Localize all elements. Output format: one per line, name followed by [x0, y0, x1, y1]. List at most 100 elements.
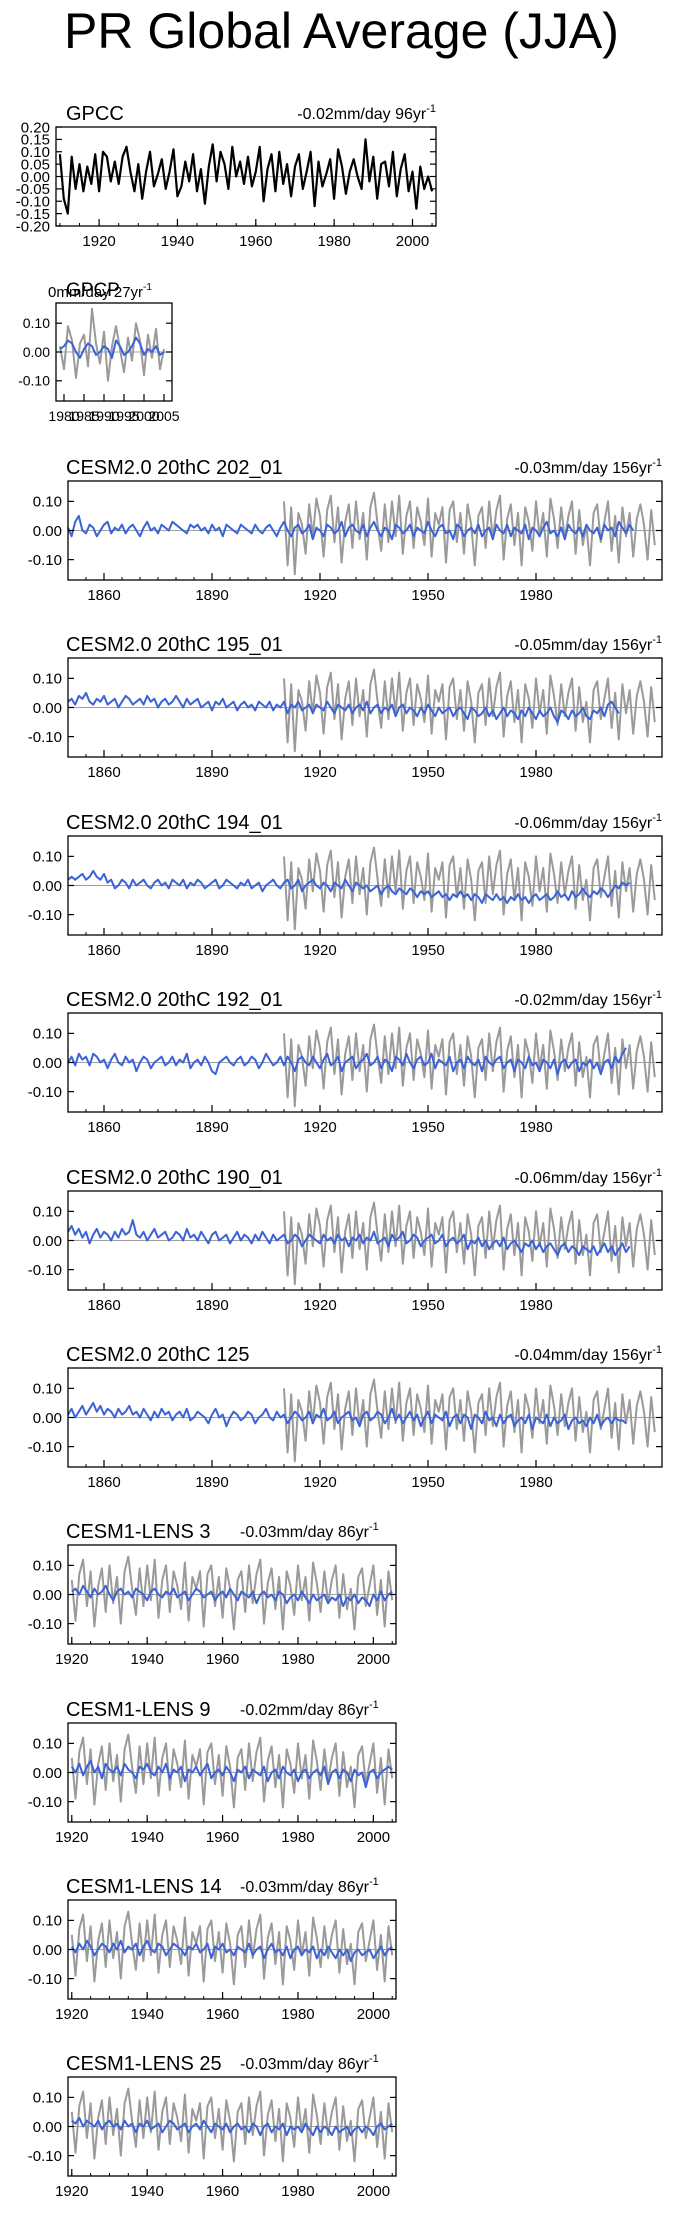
- x-tick-label: 1990: [88, 408, 119, 424]
- x-tick-label: 1960: [206, 2006, 239, 2023]
- panel-title: CESM1-LENS 25: [66, 2053, 222, 2075]
- trend-exponent: -1: [369, 1876, 379, 1888]
- panel-title: GPCP: [66, 280, 120, 301]
- trend-label: -0.03mm/day 86yr-1: [240, 2053, 379, 2073]
- x-tick-label: 1980: [519, 587, 552, 604]
- y-tick-label: 0.10: [33, 849, 62, 866]
- trend-label: -0.06mm/day 156yr-1: [514, 812, 662, 832]
- trend-label: -0.03mm/day 156yr-1: [514, 457, 662, 477]
- y-tick-label: 0.15: [21, 132, 50, 149]
- x-tick-label: 1860: [87, 1119, 120, 1136]
- y-tick-label: -0.10: [28, 1439, 62, 1456]
- chart-panel: 0.10 0.00 -0.10 1860 1890 1920 1950 1980 CESM2.0…: [28, 457, 663, 604]
- x-tick-label: 1995: [108, 408, 139, 424]
- x-tick-label: 1920: [303, 587, 336, 604]
- trend-label: -0.03mm/day 86yr-1: [240, 1521, 379, 1541]
- trend-value: 0mm/day 27yr: [48, 284, 143, 301]
- series-line-observed-overlay: [283, 668, 656, 753]
- trend-exponent: -1: [652, 989, 662, 1001]
- y-tick-label: 0.00: [33, 878, 62, 895]
- panel-title: CESM1-LENS 9: [66, 1699, 211, 1721]
- x-tick-label: 1980: [519, 1474, 552, 1491]
- trend-exponent: -1: [652, 457, 662, 469]
- y-tick-label: 0.00: [23, 344, 50, 360]
- y-tick-label: 0.00: [33, 1410, 62, 1427]
- x-tick-label: 1985: [68, 408, 99, 424]
- x-tick-label: 1860: [87, 1297, 120, 1314]
- y-tick-label: 0.00: [33, 1055, 62, 1072]
- series-line-model: [70, 1939, 393, 1963]
- trend-label: -0.02mm/day 96yr-1: [297, 103, 436, 123]
- x-tick-label: 1920: [303, 764, 336, 781]
- x-tick-label: 2000: [396, 233, 429, 250]
- y-tick-label: 0.00: [33, 700, 62, 717]
- y-tick-label: -0.10: [28, 1262, 62, 1279]
- trend-value: -0.06mm/day 156yr: [514, 1170, 653, 1187]
- series-line-model: [71, 1584, 393, 1608]
- chart-panel: 0.200.150.100.050.00-0.05-0.10-0.15-0.20…: [16, 103, 437, 250]
- y-tick-label: -0.05: [16, 181, 50, 198]
- panel-title: CESM2.0 20thC 195_01: [66, 634, 283, 656]
- x-tick-label: 1940: [130, 2006, 163, 2023]
- x-tick-label: 1980: [519, 942, 552, 959]
- trend-label: -0.02mm/day 156yr-1: [514, 989, 662, 1009]
- series-line-observed-overlay: [283, 491, 656, 576]
- trend-label: -0.02mm/day 86yr-1: [240, 1699, 379, 1719]
- x-tick-label: 2000: [128, 408, 159, 424]
- y-tick-label: 0.00: [33, 1233, 62, 1250]
- trend-value: -0.03mm/day 86yr: [240, 1879, 370, 1896]
- x-tick-label: 1940: [130, 1651, 163, 1668]
- series-line-observed-overlay: [70, 1733, 394, 1809]
- series-line-observed-overlay: [283, 846, 656, 931]
- chart-panel: 0.10 0.00 -0.10 1860 1890 1920 1950 1980 CESM2.0…: [28, 1344, 663, 1491]
- series-line-observed-overlay: [283, 1023, 656, 1108]
- series-line-model: [71, 2116, 393, 2137]
- y-tick-label: 0.10: [33, 671, 62, 688]
- trend-exponent: -1: [426, 103, 436, 115]
- trend-exponent: -1: [369, 1699, 379, 1711]
- panel-title: CESM2.0 20thC 194_01: [66, 812, 283, 834]
- trend-exponent: -1: [652, 634, 662, 646]
- x-tick-label: 1920: [55, 1651, 88, 1668]
- trend-label: -0.03mm/day 86yr-1: [240, 1876, 379, 1896]
- series-line-model: [67, 1047, 627, 1076]
- series-line-observed: [58, 138, 434, 215]
- x-tick-label: 1960: [206, 1651, 239, 1668]
- series-line-observed-overlay: [59, 307, 165, 382]
- trend-exponent: -1: [652, 812, 662, 824]
- x-tick-label: 1980: [519, 764, 552, 781]
- series-line-observed-overlay: [70, 1555, 394, 1631]
- trend-label: -0.06mm/day 156yr-1: [514, 1167, 662, 1187]
- panel-title: CESM2.0 20thC 190_01: [66, 1167, 283, 1189]
- trend-value: -0.02mm/day 86yr: [240, 1702, 370, 1719]
- x-tick-label: 2000: [357, 1651, 390, 1668]
- y-tick-label: -0.10: [18, 373, 50, 389]
- chart-panel: 0.10 0.00 -0.10 1920 1940 1960 1980 2000 CESM1-L…: [28, 1521, 397, 1668]
- panel-title: CESM1-LENS 3: [66, 1521, 211, 1543]
- series-line-model: [59, 336, 165, 359]
- x-tick-label: 1950: [411, 587, 444, 604]
- y-tick-label: 0.10: [33, 1913, 62, 1930]
- y-tick-label: -0.10: [28, 552, 62, 569]
- x-tick-label: 1860: [87, 942, 120, 959]
- trend-value: -0.06mm/day 156yr: [514, 815, 653, 832]
- y-tick-label: 0.00: [33, 2119, 62, 2136]
- x-tick-label: 1980: [48, 408, 79, 424]
- y-tick-label: 0.10: [33, 1381, 62, 1398]
- y-tick-label: -0.10: [28, 1971, 62, 1988]
- x-tick-label: 1980: [281, 2183, 314, 2200]
- y-tick-label: 0.00: [21, 169, 50, 186]
- x-tick-label: 1980: [281, 1829, 314, 1846]
- x-tick-label: 1890: [195, 942, 228, 959]
- x-tick-label: 1890: [195, 764, 228, 781]
- x-tick-label: 1960: [206, 1829, 239, 1846]
- y-tick-label: 0.10: [33, 2090, 62, 2107]
- y-tick-label: 0.05: [21, 156, 50, 173]
- y-tick-label: -0.10: [28, 729, 62, 746]
- trend-exponent: -1: [652, 1167, 662, 1179]
- trend-value: -0.03mm/day 86yr: [240, 1524, 370, 1541]
- panel-title: CESM2.0 20thC 125: [66, 1344, 249, 1366]
- y-tick-label: 0.10: [23, 315, 50, 331]
- series-line-observed-overlay: [70, 2087, 394, 2163]
